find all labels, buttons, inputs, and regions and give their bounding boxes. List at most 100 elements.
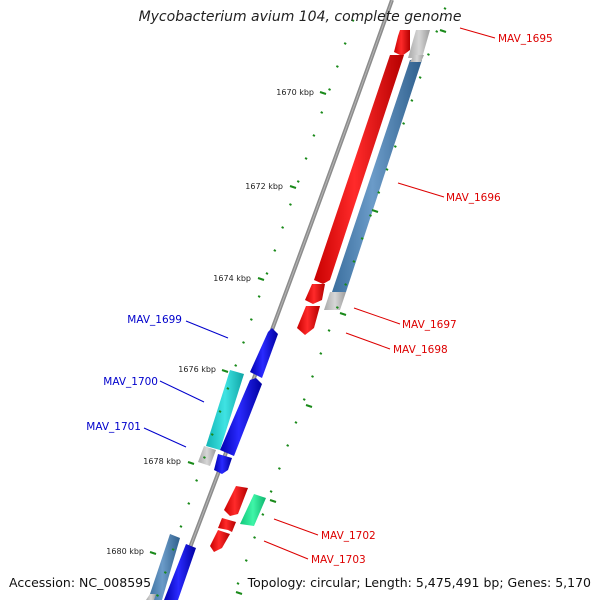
label-leader-line [185, 320, 229, 339]
gene-mav-1700-block[interactable] [220, 378, 262, 456]
minor-tick [273, 249, 277, 252]
gene-mav-1701-block[interactable] [214, 454, 232, 474]
minor-tick [242, 341, 245, 344]
minor-tick [218, 410, 222, 413]
minor-tick [202, 456, 206, 459]
minor-tick [302, 398, 306, 401]
gene-label-mav-1703[interactable]: MAV_1703 [311, 554, 366, 566]
gene-label-mav-1695[interactable]: MAV_1695 [498, 33, 553, 45]
label-leader-line [459, 27, 496, 39]
gene-bottom-gray-block [146, 594, 156, 600]
gene-mav-1696-cog-cap [410, 55, 424, 62]
scale-label-1672: 1672 kbp [245, 182, 283, 191]
minor-tick [253, 536, 257, 539]
scale-label-1676: 1676 kbp [178, 365, 216, 374]
minor-tick [443, 7, 447, 10]
major-tick [187, 461, 195, 465]
minor-tick [261, 513, 265, 516]
minor-tick [269, 490, 273, 493]
minor-tick [369, 214, 372, 217]
minor-tick [327, 329, 331, 332]
minor-tick [265, 272, 269, 275]
gene-mav-1695-cog-block [408, 30, 430, 58]
gene-label-mav-1702[interactable]: MAV_1702 [321, 530, 376, 542]
minor-tick [294, 421, 298, 424]
minor-tick [335, 65, 339, 68]
minor-tick [171, 548, 175, 551]
topology-text: Topology: circular; Length: 5,475,491 bp… [247, 575, 591, 590]
scale-label-1670: 1670 kbp [276, 88, 314, 97]
label-leader-line [159, 380, 205, 403]
gene-mav-1703b-block[interactable] [210, 530, 230, 552]
gene-mav-1698-block[interactable] [297, 306, 320, 335]
scale-label-1678: 1678 kbp [143, 457, 181, 466]
minor-tick [435, 30, 439, 33]
label-leader-line [353, 307, 401, 325]
minor-tick [312, 134, 316, 137]
gene-mav-1697-block[interactable] [305, 284, 325, 304]
map-title: Mycobacterium avium 104, complete genome [138, 9, 462, 25]
gene-label-mav-1701[interactable]: MAV_1701 [86, 421, 141, 433]
gene-bottom-blue-block [164, 544, 196, 600]
major-tick [289, 185, 297, 189]
gene-label-leaders [143, 27, 496, 560]
gene-label-mav-1696[interactable]: MAV_1696 [446, 192, 501, 204]
label-leader-line [273, 518, 319, 536]
gene-mav-1702-cog-block[interactable] [240, 494, 266, 526]
minor-tick [319, 352, 323, 355]
minor-tick [426, 53, 430, 56]
minor-tick [210, 433, 214, 436]
scale-label-1680: 1680 kbp [106, 547, 144, 556]
minor-tick [328, 88, 331, 91]
major-tick [235, 591, 243, 595]
minor-tick [344, 283, 348, 286]
gene-mav-1699-block[interactable] [250, 328, 278, 378]
gene-label-mav-1698[interactable]: MAV_1698 [393, 344, 448, 356]
minor-tick [311, 375, 314, 378]
major-tick [305, 404, 313, 408]
minor-tick [352, 260, 356, 263]
gene-mav-1700-cog-block[interactable] [206, 370, 244, 450]
gene-mav-1696-cog-block[interactable] [332, 60, 422, 292]
minor-tick [226, 387, 230, 390]
gene-mav-1703-block[interactable] [218, 518, 236, 532]
minor-tick [393, 145, 397, 148]
minor-tick [277, 467, 281, 470]
genome-backbone-highlight [169, 0, 393, 600]
minor-tick [281, 226, 285, 229]
minor-tick [234, 364, 238, 367]
minor-tick [377, 191, 381, 194]
scale-ticks [149, 7, 447, 597]
label-leader-line [397, 182, 445, 198]
minor-tick [195, 479, 199, 482]
minor-tick [296, 180, 300, 183]
major-tick [439, 29, 447, 33]
minor-tick [187, 502, 191, 505]
minor-tick [179, 525, 183, 528]
major-tick [221, 369, 229, 373]
minor-tick [288, 203, 292, 206]
minor-tick [244, 559, 248, 562]
gene-mav-1702-block[interactable] [224, 486, 248, 516]
minor-tick [236, 582, 240, 585]
minor-tick [335, 306, 339, 309]
gene-bottom-steel-block [148, 534, 180, 600]
scale-label-1674: 1674 kbp [213, 274, 251, 283]
minor-tick [257, 295, 261, 298]
major-tick [339, 312, 347, 316]
gene-label-mav-1699[interactable]: MAV_1699 [127, 314, 182, 326]
minor-tick [286, 444, 290, 447]
major-tick [319, 91, 327, 95]
minor-tick [249, 318, 253, 321]
major-tick [257, 277, 265, 281]
gene-label-mav-1700[interactable]: MAV_1700 [103, 376, 158, 388]
minor-tick [385, 168, 389, 171]
minor-tick [304, 157, 308, 160]
gene-mav-1695-block[interactable] [394, 30, 410, 56]
major-tick [149, 551, 157, 555]
label-leader-line [345, 332, 391, 350]
gene-label-mav-1697[interactable]: MAV_1697 [402, 319, 457, 331]
gene-mav-1696-block[interactable] [314, 55, 404, 284]
minor-tick [156, 594, 159, 597]
